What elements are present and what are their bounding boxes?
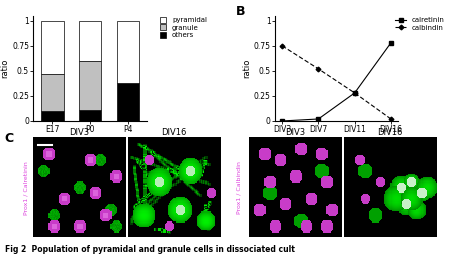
Y-axis label: ratio: ratio bbox=[242, 59, 251, 78]
Bar bbox=[79, 61, 101, 110]
Bar bbox=[41, 21, 64, 74]
calretinin bbox=[352, 91, 357, 94]
Line: calretinin: calretinin bbox=[280, 41, 393, 123]
Y-axis label: ratio: ratio bbox=[0, 59, 9, 78]
Bar bbox=[41, 74, 64, 111]
Text: C: C bbox=[5, 132, 14, 144]
calretinin bbox=[279, 119, 285, 123]
Text: B: B bbox=[236, 5, 245, 18]
Title: DIV3: DIV3 bbox=[285, 128, 305, 137]
calbindin bbox=[316, 67, 321, 70]
Bar bbox=[117, 21, 139, 83]
calbindin bbox=[279, 44, 285, 47]
Line: calbindin: calbindin bbox=[281, 44, 392, 121]
Bar bbox=[79, 110, 101, 121]
Title: DIV16: DIV16 bbox=[162, 128, 187, 137]
Text: Fig 2  Population of pyramidal and granule cells in dissociated cult: Fig 2 Population of pyramidal and granul… bbox=[5, 245, 295, 254]
Legend: pyramidal, granule, others: pyramidal, granule, others bbox=[160, 17, 207, 38]
calretinin bbox=[388, 41, 394, 44]
Text: Prox1 / Calretinin: Prox1 / Calretinin bbox=[24, 161, 28, 215]
Title: DIV3: DIV3 bbox=[69, 128, 90, 137]
Text: Prox1 / Calbindin: Prox1 / Calbindin bbox=[237, 161, 242, 215]
calretinin bbox=[316, 117, 321, 120]
calbindin bbox=[352, 91, 357, 94]
Bar bbox=[79, 21, 101, 61]
Legend: calretinin, calbindin: calretinin, calbindin bbox=[395, 17, 444, 31]
Bar bbox=[41, 111, 64, 121]
Bar bbox=[117, 83, 139, 121]
Title: DIV16: DIV16 bbox=[377, 128, 402, 137]
calbindin bbox=[388, 117, 394, 120]
